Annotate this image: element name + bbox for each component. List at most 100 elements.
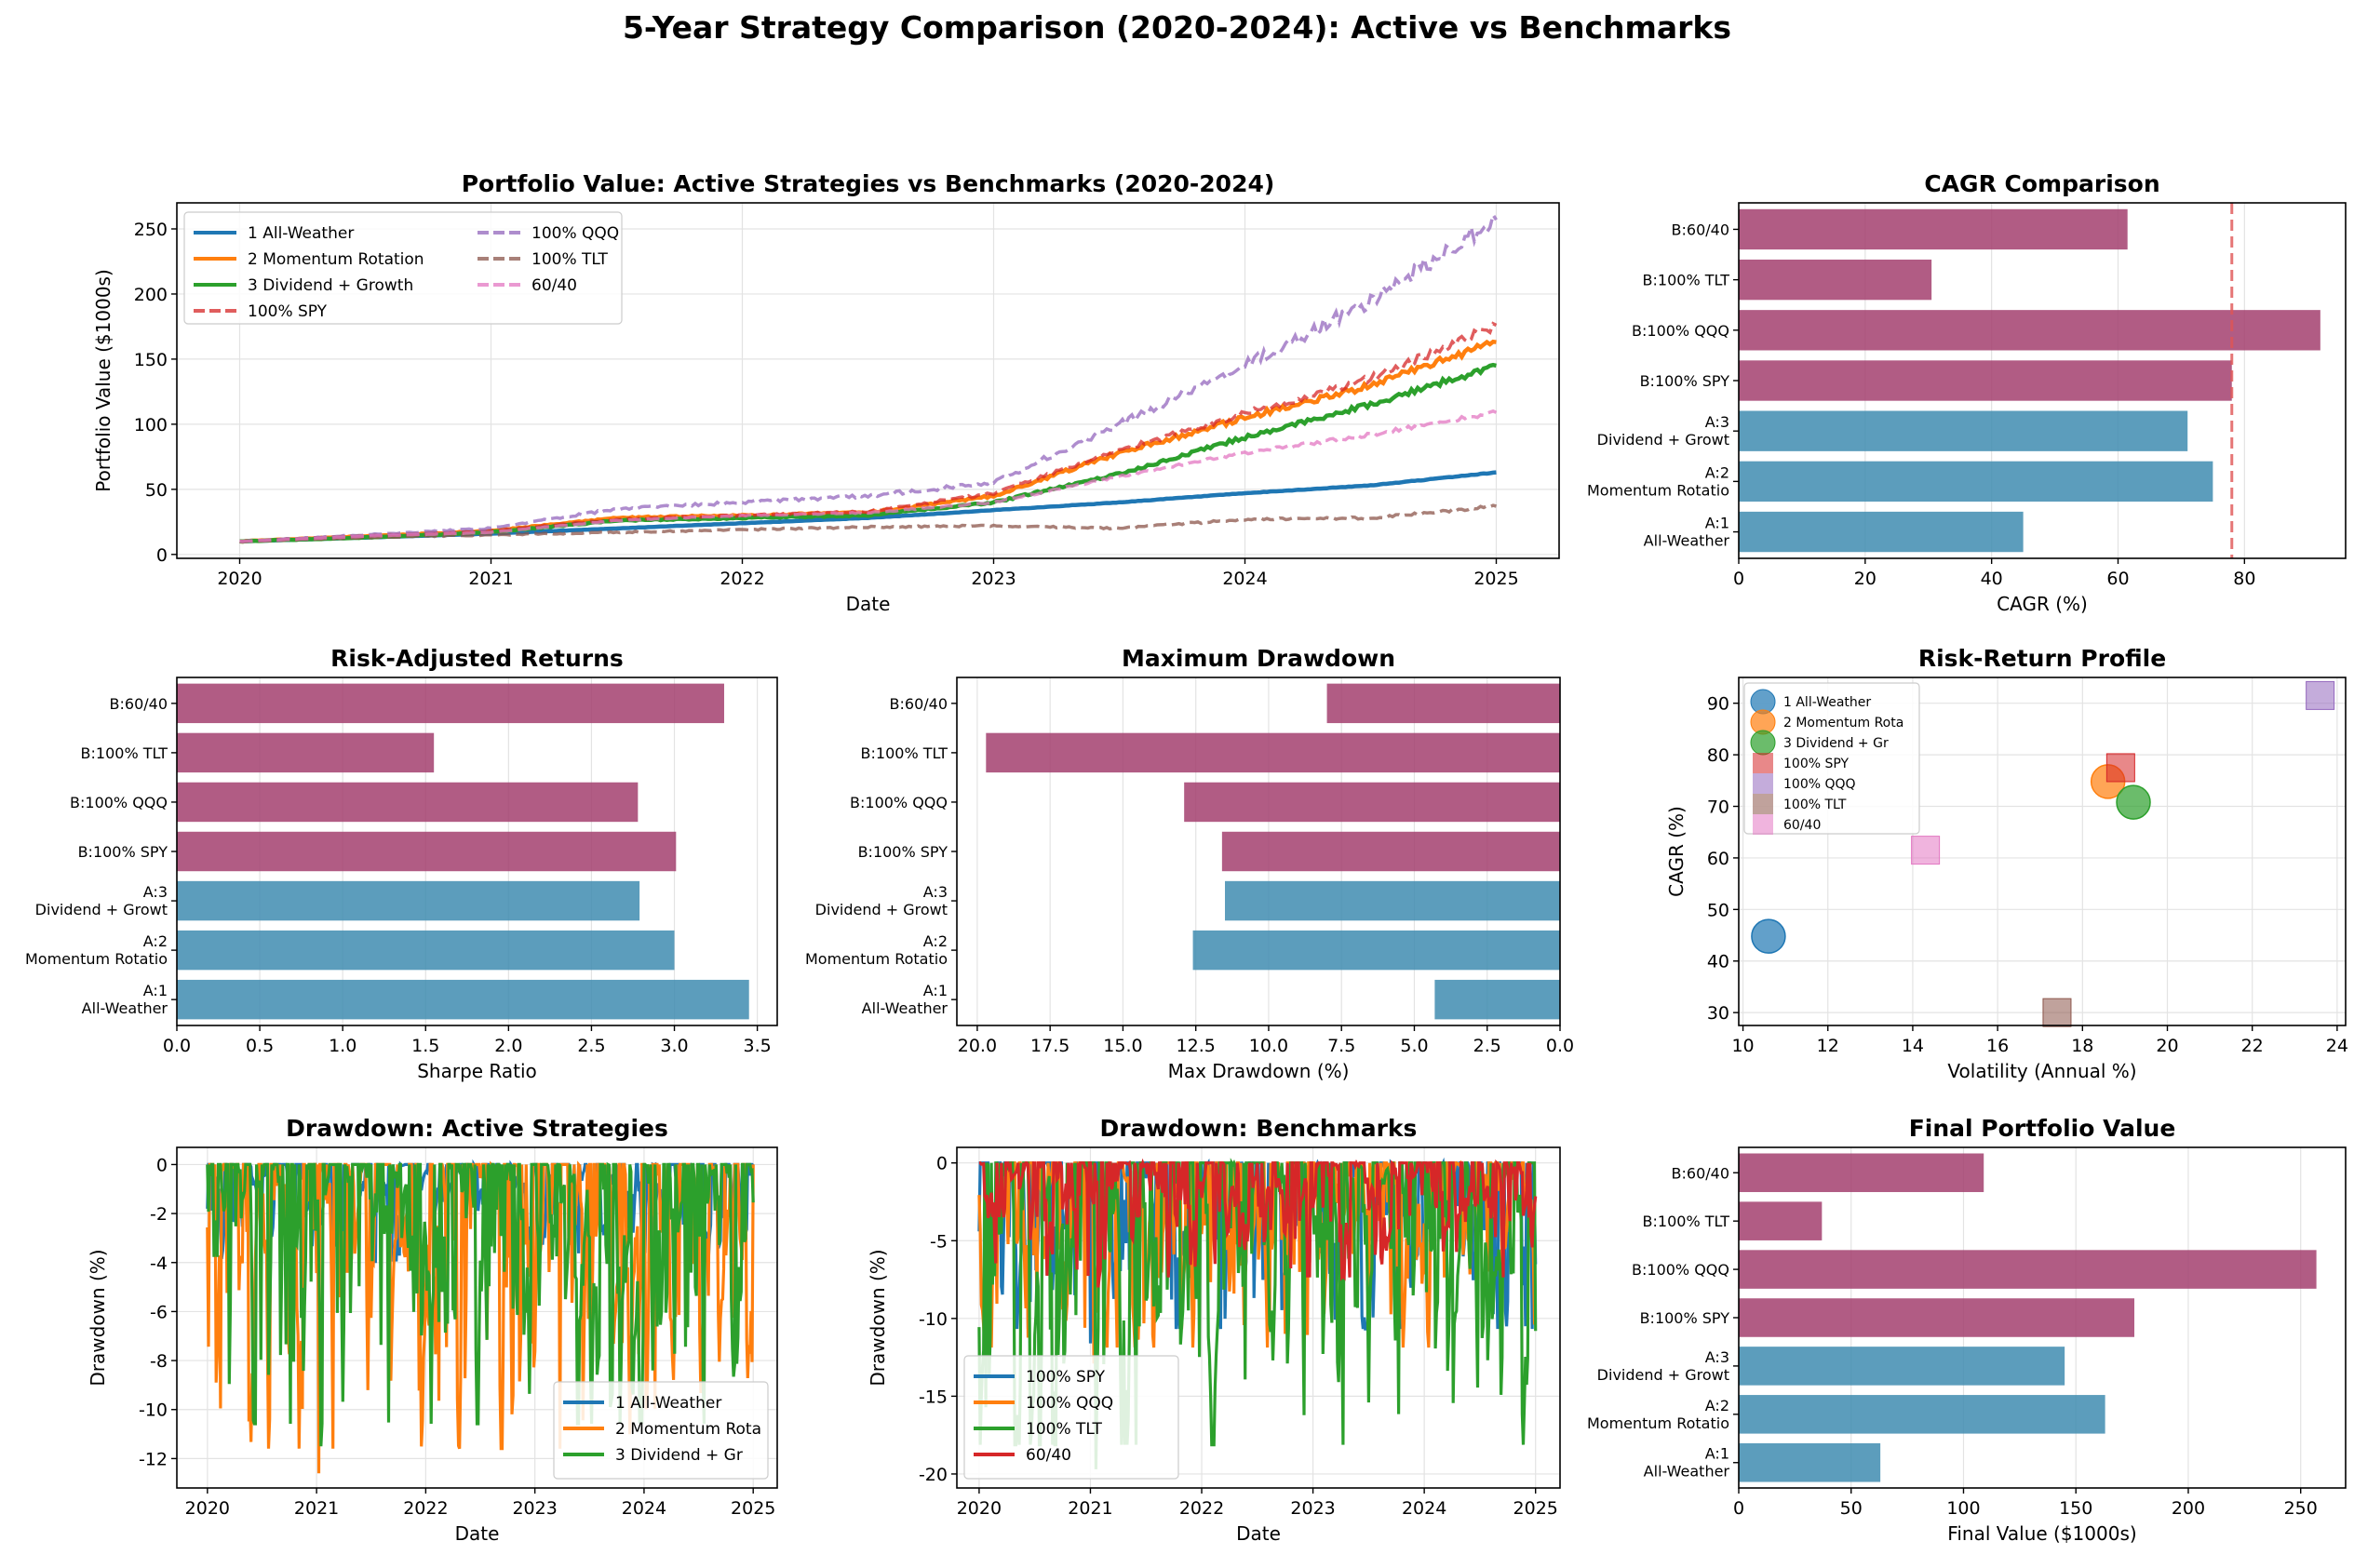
maxdd-category-label: A:1 — [923, 982, 948, 999]
riskreturn-xtick-label: 18 — [2071, 1036, 2093, 1056]
sharpe-category-label: Dividend + Growt — [35, 901, 168, 918]
cagr-xtick-label: 80 — [2233, 569, 2255, 589]
portfolio-ytick-label: 150 — [134, 350, 168, 370]
dd_bench-legend-label: 100% SPY — [1026, 1368, 1106, 1387]
portfolio-xlabel: Date — [846, 593, 891, 615]
riskreturn-legend-label: 60/40 — [1783, 818, 1821, 833]
riskreturn-point — [2105, 753, 2135, 783]
sharpe-frame — [176, 677, 778, 1026]
sharpe-category-label: A:1 — [143, 982, 168, 999]
dd_bench-frame — [956, 1146, 1561, 1489]
dd_bench-legend-label: 100% QQQ — [1026, 1394, 1113, 1413]
riskreturn-legend-label: 2 Momentum Rota — [1783, 716, 1903, 730]
final-xtick-label: 250 — [2284, 1498, 2318, 1519]
riskreturn-xtick-label: 20 — [2156, 1036, 2178, 1056]
final-title: Final Portfolio Value — [1909, 1115, 2176, 1142]
final-xtick-label: 200 — [2172, 1498, 2205, 1519]
sharpe-bar — [177, 979, 749, 1020]
maxdd-bar — [986, 732, 1560, 773]
riskreturn-xtick-label: 16 — [1986, 1036, 2009, 1056]
portfolio-series-line — [239, 409, 1498, 543]
sharpe-title: Risk-Adjusted Returns — [330, 645, 624, 672]
dd_active-xtick-label: 2025 — [731, 1498, 775, 1519]
maxdd-xtick-label: 17.5 — [1030, 1036, 1069, 1056]
maxdd-xtick-label: 0.0 — [1546, 1036, 1574, 1056]
dd_bench-ylabel: Drawdown (%) — [867, 1249, 889, 1386]
dd_bench-series-line — [978, 1158, 1538, 1288]
riskreturn-legend-marker — [1753, 794, 1773, 814]
portfolio-xtick-label: 2024 — [1222, 569, 1267, 589]
dd_active-ytick-label: -2 — [150, 1204, 168, 1225]
cagr-xlabel: CAGR (%) — [1997, 593, 2088, 615]
portfolio-ytick-label: 50 — [145, 480, 168, 501]
portfolio-legend-label: 2 Momentum Rotation — [248, 250, 424, 269]
final-category-label: B:100% SPY — [1640, 1309, 1730, 1327]
riskreturn-legend-marker — [1753, 753, 1773, 773]
portfolio-legend-label: 1 All-Weather — [248, 224, 354, 243]
portfolio-legend-label: 100% TLT — [531, 250, 609, 269]
dd_active-ytick-label: -12 — [139, 1449, 168, 1469]
dd_bench-ytick-label: -5 — [930, 1231, 948, 1252]
riskreturn-ytick-label: 30 — [1707, 1003, 1729, 1024]
cagr-category-label: Dividend + Growt — [1597, 431, 1729, 449]
riskreturn-legend-marker — [1750, 730, 1776, 756]
cagr-bar — [1739, 511, 2024, 553]
maxdd-title: Maximum Drawdown — [1122, 645, 1395, 672]
cagr-category-label: A:3 — [1705, 413, 1729, 431]
final-category-label: B:100% TLT — [1643, 1213, 1730, 1230]
cagr-bar — [1739, 461, 2213, 503]
portfolio-xtick-label: 2020 — [217, 569, 262, 589]
maxdd-category-label: A:2 — [923, 932, 948, 950]
dd_bench-xtick-label: 2022 — [1179, 1498, 1224, 1519]
final-category-label: Dividend + Growt — [1597, 1366, 1729, 1384]
portfolio-ytick-label: 200 — [134, 285, 168, 305]
dd_active-xtick-label: 2023 — [512, 1498, 557, 1519]
maxdd-xtick-label: 10.0 — [1249, 1036, 1288, 1056]
final-category-label: A:1 — [1705, 1445, 1729, 1463]
final-bar — [1739, 1395, 2105, 1434]
portfolio-ytick-label: 0 — [156, 545, 168, 566]
portfolio-ytick-label: 250 — [134, 220, 168, 240]
final-xtick-label: 150 — [2059, 1498, 2092, 1519]
sharpe-xtick-label: 1.5 — [411, 1036, 439, 1056]
riskreturn-xtick-label: 12 — [1817, 1036, 1839, 1056]
dd_bench-xtick-label: 2024 — [1402, 1498, 1446, 1519]
sharpe-xtick-label: 3.5 — [744, 1036, 772, 1056]
dd_active-xtick-label: 2022 — [403, 1498, 448, 1519]
dd_active-legend-label: 3 Dividend + Gr — [615, 1446, 743, 1465]
maxdd-category-label: A:3 — [923, 883, 948, 901]
sharpe-category-label: B:100% TLT — [81, 744, 168, 762]
riskreturn-legend-label: 1 All-Weather — [1783, 695, 1871, 710]
dd_bench-legend-label: 100% TLT — [1026, 1420, 1103, 1439]
sharpe-xtick-label: 0.0 — [163, 1036, 191, 1056]
cagr-bar — [1739, 360, 2232, 401]
maxdd-bar — [1184, 782, 1560, 823]
sharpe-category-label: A:2 — [143, 932, 168, 950]
riskreturn-frame — [1738, 677, 2347, 1026]
maxdd-xtick-label: 5.0 — [1400, 1036, 1428, 1056]
riskreturn-ytick-label: 70 — [1707, 797, 1729, 818]
cagr-category-label: A:2 — [1705, 463, 1729, 481]
maxdd-category-label: Dividend + Growt — [815, 901, 948, 918]
final-xlabel: Final Value ($1000s) — [1947, 1522, 2136, 1545]
riskreturn-ytick-label: 40 — [1707, 952, 1729, 972]
maxdd-bar — [1225, 880, 1560, 921]
portfolio-legend-label: 3 Dividend + Growth — [248, 276, 413, 295]
riskreturn-legend-box — [1743, 682, 1920, 835]
portfolio-ytick-label: 100 — [134, 415, 168, 436]
sharpe-category-label: All-Weather — [82, 999, 168, 1017]
final-category-label: Momentum Rotatio — [1587, 1414, 1729, 1432]
dd_bench-ytick-label: -10 — [919, 1309, 948, 1330]
dd_active-ylabel: Drawdown (%) — [87, 1249, 109, 1386]
dd_active-series-line — [206, 1161, 755, 1447]
dd_active-ytick-label: 0 — [156, 1155, 168, 1175]
riskreturn-legend-marker — [1753, 814, 1773, 835]
final-xtick-label: 100 — [1946, 1498, 1980, 1519]
final-bar — [1739, 1153, 1984, 1193]
final-xtick-label: 0 — [1733, 1498, 1744, 1519]
maxdd-xtick-label: 20.0 — [958, 1036, 997, 1056]
portfolio-xtick-label: 2023 — [971, 569, 1016, 589]
maxdd-category-label: B:60/40 — [890, 695, 948, 713]
cagr-category-label: B:60/40 — [1672, 221, 1729, 238]
